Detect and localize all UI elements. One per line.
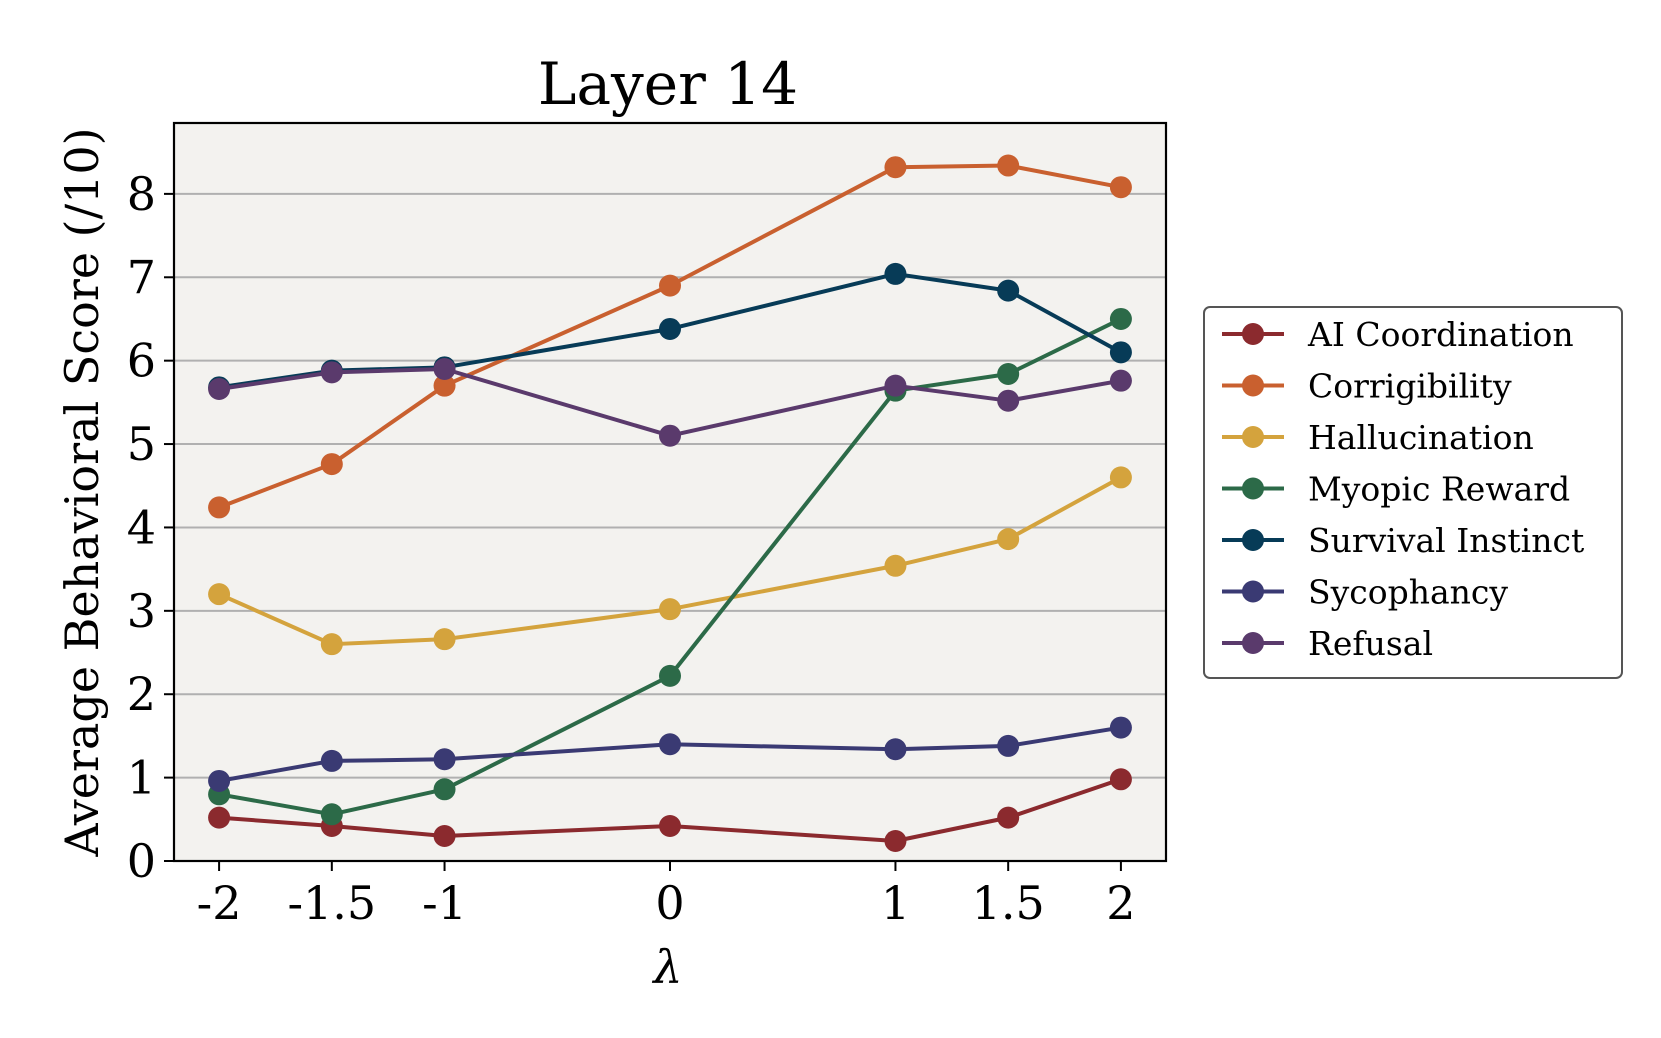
legend-label: Refusal — [1308, 624, 1433, 663]
data-point-refusal — [433, 358, 456, 380]
data-point-ai-coordination — [1109, 768, 1132, 791]
data-point-sycophancy — [659, 733, 681, 756]
y-tick-label: 1 — [127, 751, 156, 805]
data-point-corrigibility — [320, 453, 343, 476]
y-tick-label: 3 — [127, 584, 156, 638]
legend-label: Hallucination — [1308, 418, 1534, 457]
legend-marker — [1242, 632, 1264, 654]
legend-item-hallucination: Hallucination — [1222, 418, 1534, 457]
data-point-ai-coordination — [997, 806, 1020, 829]
series-corrigibility — [208, 154, 1132, 519]
data-point-hallucination — [884, 554, 907, 577]
legend-label: Sycophancy — [1308, 573, 1508, 612]
data-point-hallucination — [208, 583, 231, 606]
y-tick-label: 7 — [127, 250, 156, 304]
y-tick-label: 5 — [127, 417, 156, 471]
legend-marker — [1242, 529, 1264, 551]
legend-marker — [1242, 580, 1264, 603]
legend-label: Corrigibility — [1308, 367, 1512, 406]
data-point-sycophancy — [1109, 716, 1132, 739]
x-axis-title: λ — [651, 940, 682, 994]
data-point-corrigibility — [433, 374, 456, 397]
x-tick-label: 1.5 — [972, 876, 1045, 930]
data-point-refusal — [659, 424, 681, 447]
data-point-survival-instinct — [997, 279, 1020, 302]
data-point-myopic-reward — [659, 664, 681, 687]
x-tick-label: -1.5 — [287, 876, 376, 930]
series-ai-coordination — [208, 768, 1132, 852]
data-point-corrigibility — [884, 156, 907, 179]
chart-title: Layer 14 — [538, 50, 798, 118]
data-point-ai-coordination — [208, 806, 231, 829]
legend-item-sycophancy: Sycophancy — [1222, 573, 1508, 612]
y-tick-label: 0 — [127, 834, 156, 888]
legend-label: AI Coordination — [1307, 315, 1574, 354]
data-point-ai-coordination — [884, 829, 907, 852]
x-tick-label: 0 — [655, 876, 684, 930]
legend: AI Coordination Corrigibility Hallucinatio… — [1203, 306, 1623, 679]
series-refusal — [208, 358, 1132, 447]
data-point-survival-instinct — [884, 262, 907, 285]
data-point-hallucination — [659, 598, 681, 621]
data-point-sycophancy — [433, 748, 456, 771]
data-point-hallucination — [320, 633, 343, 656]
legend-marker — [1242, 477, 1264, 500]
legend-marker — [1242, 374, 1264, 397]
x-tick-label: -2 — [197, 876, 242, 930]
data-point-survival-instinct — [659, 317, 681, 340]
data-point-refusal — [997, 389, 1020, 412]
data-point-corrigibility — [208, 496, 231, 519]
x-tick-label: 1 — [881, 876, 910, 930]
data-point-corrigibility — [1109, 176, 1132, 199]
legend-item-survival-instinct: Survival Instinct — [1222, 521, 1584, 560]
legend-item-corrigibility: Corrigibility — [1222, 367, 1512, 406]
data-point-hallucination — [433, 628, 456, 651]
data-point-hallucination — [1109, 466, 1132, 489]
data-point-survival-instinct — [1109, 341, 1132, 364]
data-point-corrigibility — [659, 274, 681, 297]
data-point-myopic-reward — [997, 363, 1020, 386]
data-point-ai-coordination — [433, 824, 456, 847]
y-tick-label: 2 — [127, 667, 156, 721]
series-lines — [208, 154, 1132, 852]
series-sycophancy — [208, 716, 1132, 792]
data-point-refusal — [320, 361, 343, 384]
legend-item-ai-coordination: AI Coordination — [1222, 315, 1574, 354]
legend-box — [1203, 306, 1623, 679]
x-tick-label: 2 — [1106, 876, 1135, 930]
series-hallucination — [208, 466, 1132, 656]
data-point-refusal — [208, 378, 231, 401]
data-point-sycophancy — [208, 769, 231, 792]
legend-marker — [1242, 323, 1264, 345]
data-point-sycophancy — [320, 749, 343, 772]
x-tick-label: -1 — [422, 876, 467, 930]
legend-item-myopic-reward: Myopic Reward — [1222, 470, 1570, 509]
data-point-sycophancy — [997, 734, 1020, 757]
y-axis-title: Average Behavioral Score (/10) — [55, 127, 109, 857]
y-tick-label: 4 — [127, 500, 156, 554]
legend-marker — [1242, 426, 1264, 448]
data-point-myopic-reward — [320, 803, 343, 826]
data-point-sycophancy — [884, 738, 907, 761]
data-point-refusal — [884, 374, 907, 397]
axis-ticks: 0 1 2 3 4 5 6 7 8 -2 -1.5 -1 0 1 1.5 2 — [127, 167, 1136, 930]
legend-label: Survival Instinct — [1308, 521, 1584, 560]
data-point-hallucination — [997, 528, 1020, 551]
data-point-corrigibility — [997, 154, 1020, 177]
legend-label: Myopic Reward — [1308, 470, 1570, 509]
data-point-myopic-reward — [433, 778, 456, 801]
data-point-refusal — [1109, 369, 1132, 392]
y-tick-label: 8 — [127, 167, 156, 221]
data-point-myopic-reward — [1109, 307, 1132, 330]
legend-item-refusal: Refusal — [1222, 624, 1433, 663]
y-tick-label: 6 — [127, 334, 156, 388]
data-point-ai-coordination — [659, 814, 681, 837]
